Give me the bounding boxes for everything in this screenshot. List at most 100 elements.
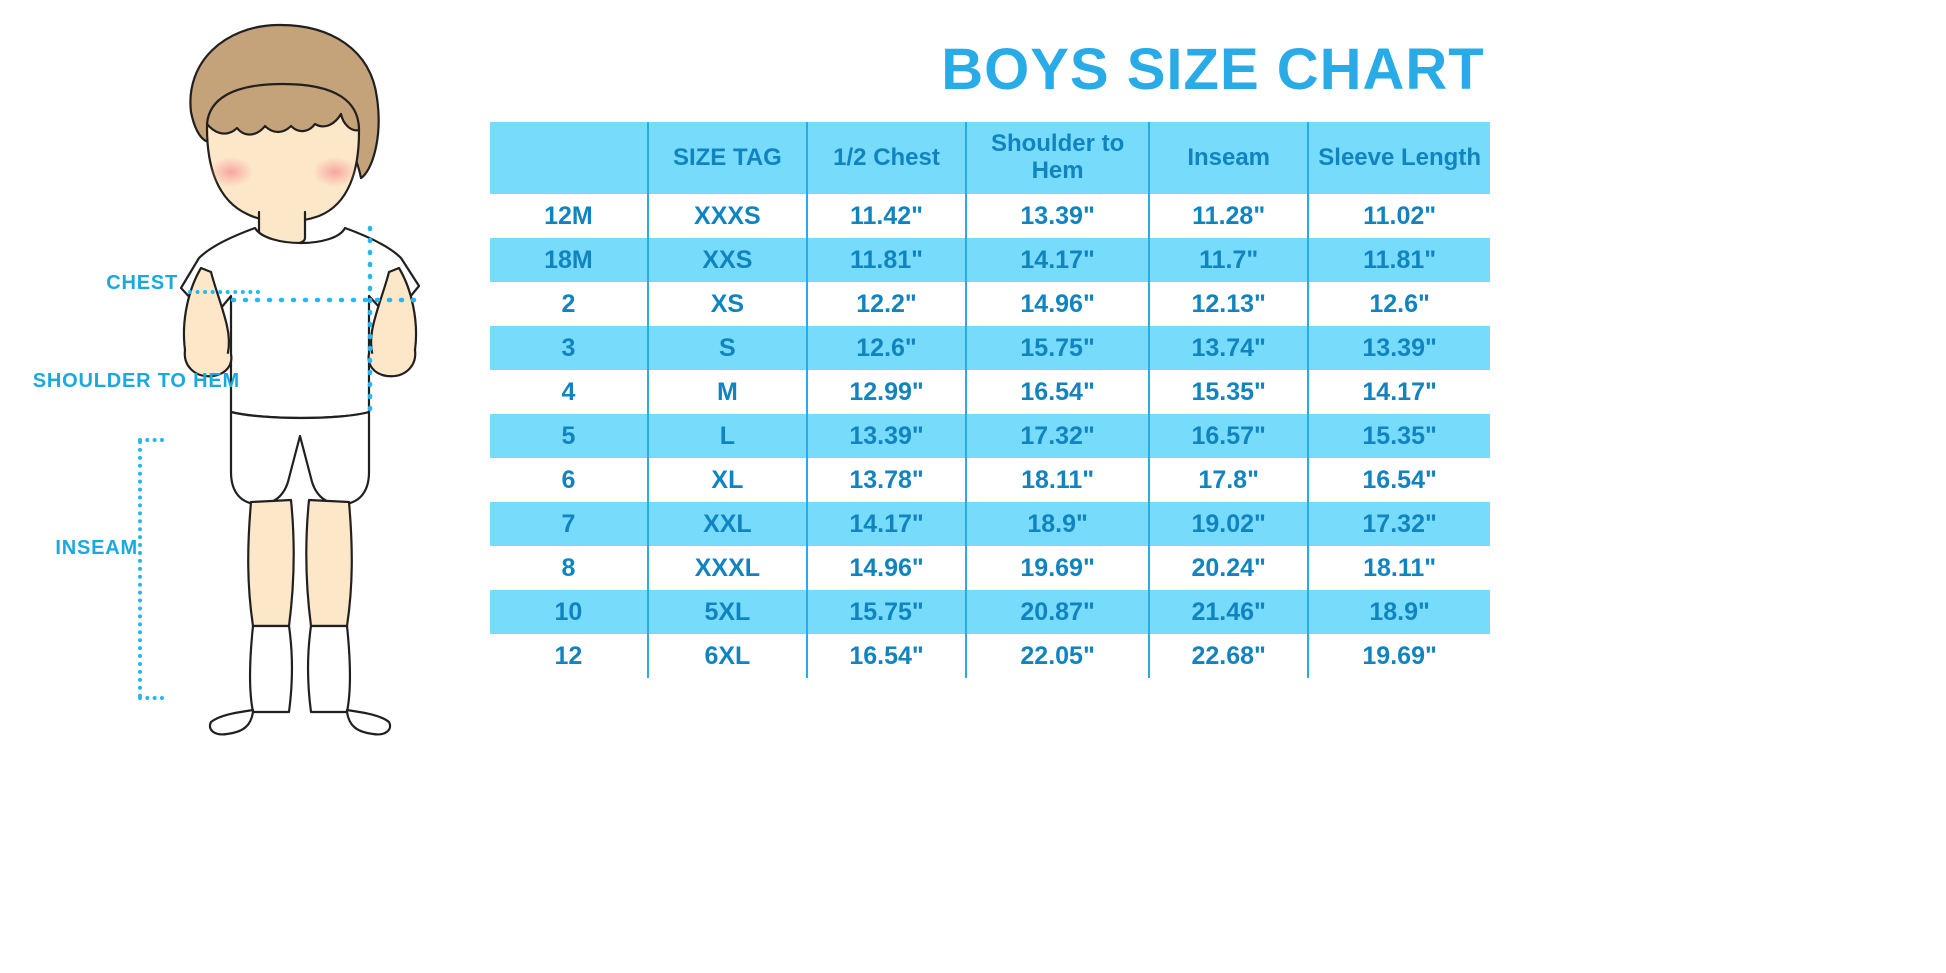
cell-inseam: 11.7" [1148,238,1310,282]
inseam-guide-line [138,440,142,698]
table-row: 3 S 12.6" 15.75" 13.74" 13.39" [490,326,1490,370]
hand-left [183,348,233,378]
cell-half-chest: 13.78" [805,458,968,502]
cell-size-tag: M [646,370,808,414]
table-body: 12M XXXS 11.42" 13.39" 11.28" 11.02" 18M XXS 11.… [490,194,1490,678]
cheek-left [209,157,253,187]
cell-half-chest: 13.39" [805,414,968,458]
cell-sleeve-length: 14.17" [1307,370,1490,414]
cell-half-chest: 12.2" [805,282,968,326]
cell-inseam: 19.02" [1148,502,1310,546]
table-header: SIZE TAG 1/2 Chest Shoulder to Hem Inseam Sl… [490,122,1490,194]
cell-inseam: 17.8" [1148,458,1310,502]
cell-shoulder-to-hem: 17.32" [965,414,1151,458]
cell-age: 10 [490,590,648,634]
shorts-shape [229,410,371,506]
table-row: 6 XL 13.78" 18.11" 17.8" 16.54" [490,458,1490,502]
cell-sleeve-length: 17.32" [1307,502,1490,546]
cell-shoulder-to-hem: 15.75" [965,326,1151,370]
hair-fringe [205,82,361,136]
table-row: 12M XXXS 11.42" 13.39" 11.28" 11.02" [490,194,1490,238]
table-row: 4 M 12.99" 16.54" 15.35" 14.17" [490,370,1490,414]
cell-shoulder-to-hem: 14.96" [965,282,1151,326]
cell-inseam: 15.35" [1148,370,1310,414]
cell-size-tag: L [646,414,808,458]
cell-age: 3 [490,326,648,370]
cell-size-tag: XXXS [646,194,808,238]
hand-right [367,348,417,378]
cell-inseam: 11.28" [1148,194,1310,238]
cell-shoulder-to-hem: 20.87" [965,590,1151,634]
cell-size-tag: XL [646,458,808,502]
cell-size-tag: 5XL [646,590,808,634]
cell-size-tag: 6XL [646,634,808,678]
chart-panel: BOYS SIZE CHART SIZE TAG 1/2 Chest Shoulde… [480,0,1946,973]
cell-inseam: 21.46" [1148,590,1310,634]
cell-half-chest: 16.54" [805,634,968,678]
table-row: 12 6XL 16.54" 22.05" 22.68" 19.69" [490,634,1490,678]
cell-shoulder-to-hem: 16.54" [965,370,1151,414]
chest-connector-line [188,290,260,294]
cell-sleeve-length: 18.9" [1307,590,1490,634]
column-header-age [490,122,648,194]
table-row: 18M XXS 11.81" 14.17" 11.7" 11.81" [490,238,1490,282]
cell-inseam: 20.24" [1148,546,1310,590]
cell-half-chest: 14.96" [805,546,968,590]
measurement-label-inseam: INSEAM [55,537,138,559]
cell-inseam: 22.68" [1148,634,1310,678]
cheek-right [313,157,357,187]
inseam-bottom-tick [138,696,164,700]
cell-half-chest: 14.17" [805,502,968,546]
table-row: 7 XXL 14.17" 18.9" 19.02" 17.32" [490,502,1490,546]
column-header-size-tag: SIZE TAG [646,122,808,194]
cell-shoulder-to-hem: 18.9" [965,502,1151,546]
cell-shoulder-to-hem: 13.39" [965,194,1151,238]
cell-size-tag: XXL [646,502,808,546]
column-header-inseam: Inseam [1148,122,1310,194]
table-row: 8 XXXL 14.96" 19.69" 20.24" 18.11" [490,546,1490,590]
cell-half-chest: 12.99" [805,370,968,414]
cell-half-chest: 11.42" [805,194,968,238]
column-header-half-chest: 1/2 Chest [805,122,968,194]
table-row: 10 5XL 15.75" 20.87" 21.46" 18.9" [490,590,1490,634]
table-row: 5 L 13.39" 17.32" 16.57" 15.35" [490,414,1490,458]
leg-right [305,498,353,628]
column-header-shoulder-to-hem: Shoulder to Hem [965,122,1151,194]
illustration-panel: CHEST SHOULDER TO HEM INSEAM [0,0,480,973]
leg-left [247,498,295,628]
cell-shoulder-to-hem: 14.17" [965,238,1151,282]
page-title: BOYS SIZE CHART [941,37,1485,102]
cell-age: 12 [490,634,648,678]
cell-inseam: 12.13" [1148,282,1310,326]
measurement-label-shoulder-to-hem: SHOULDER TO HEM [32,370,240,392]
cell-sleeve-length: 12.6" [1307,282,1490,326]
shoe-left [208,708,255,736]
cell-inseam: 16.57" [1148,414,1310,458]
cell-shoulder-to-hem: 19.69" [965,546,1151,590]
cell-shoulder-to-hem: 18.11" [965,458,1151,502]
cell-age: 18M [490,238,648,282]
shoe-right [345,708,392,736]
cell-sleeve-length: 11.81" [1307,238,1490,282]
cell-age: 6 [490,458,648,502]
cell-age: 4 [490,370,648,414]
boy-illustration [179,23,421,736]
cell-shoulder-to-hem: 22.05" [965,634,1151,678]
cell-age: 7 [490,502,648,546]
cell-half-chest: 12.6" [805,326,968,370]
column-header-sleeve-length: Sleeve Length [1307,122,1490,194]
table-header-row: SIZE TAG 1/2 Chest Shoulder to Hem Inseam Sl… [490,122,1490,194]
cell-sleeve-length: 18.11" [1307,546,1490,590]
cell-half-chest: 15.75" [805,590,968,634]
sock-left [248,624,294,714]
cell-size-tag: XXXL [646,546,808,590]
cell-age: 8 [490,546,648,590]
inseam-top-tick [138,438,164,442]
cell-size-tag: XS [646,282,808,326]
sock-right [306,624,352,714]
cell-inseam: 13.74" [1148,326,1310,370]
cell-sleeve-length: 15.35" [1307,414,1490,458]
cell-age: 2 [490,282,648,326]
cell-sleeve-length: 19.69" [1307,634,1490,678]
cell-sleeve-length: 13.39" [1307,326,1490,370]
